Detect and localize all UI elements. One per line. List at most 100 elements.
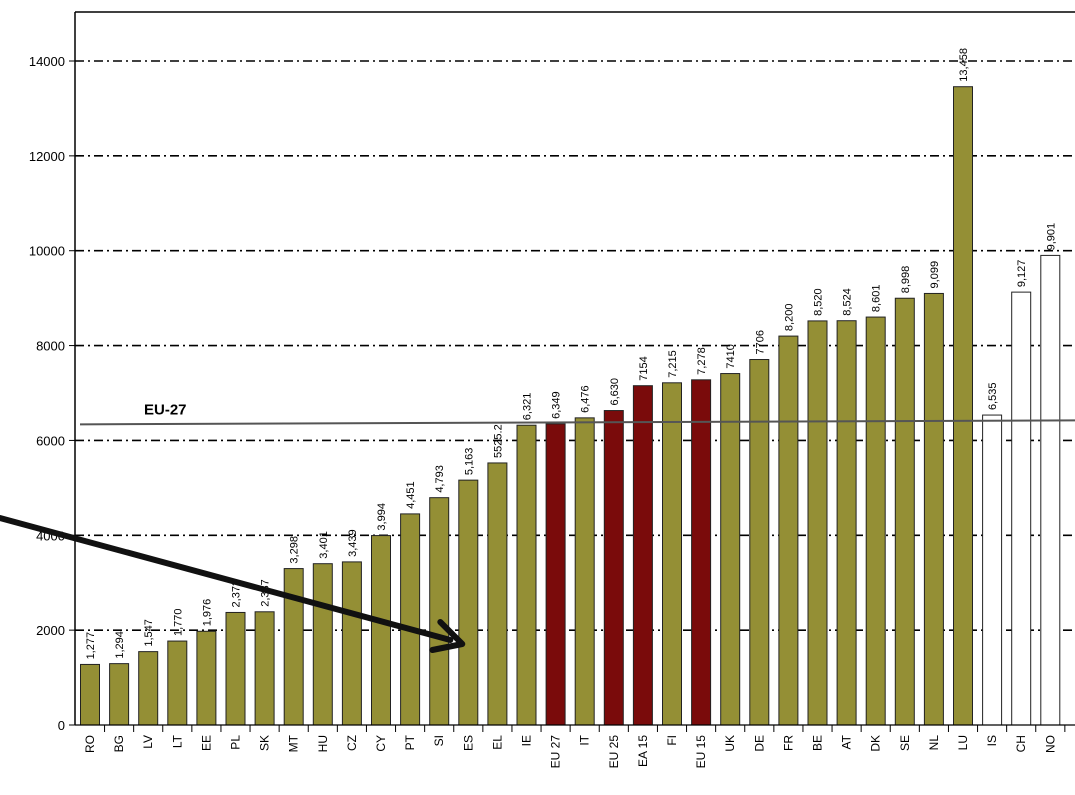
bar-it: [574, 417, 595, 726]
value-label: 8,524: [842, 288, 854, 316]
bar-pt: [400, 513, 421, 726]
category-label: CH: [1014, 735, 1028, 752]
bar-ea-15: [632, 385, 653, 726]
bar-si: [429, 497, 450, 726]
axes: [74, 11, 1075, 726]
category-label: NO: [1043, 735, 1057, 753]
bars: [80, 86, 1061, 726]
value-label: 8,200: [783, 304, 795, 332]
value-label: 7154: [638, 356, 650, 380]
category-label: SK: [258, 735, 272, 751]
value-label: 9,901: [1045, 223, 1057, 251]
bar-be: [807, 320, 828, 726]
value-label: 5,163: [463, 448, 475, 476]
y-tick-label: 6000: [36, 433, 65, 448]
annotation-arrow-head: [429, 619, 466, 653]
annotation-arrow: [0, 515, 454, 643]
category-label: BE: [811, 735, 825, 751]
bar-cz: [341, 561, 362, 726]
value-labels: 1,2771,2941,5471,7701,9762,3732,3873,298…: [85, 48, 1057, 659]
bar-uk: [720, 373, 741, 726]
category-label: IE: [520, 735, 534, 746]
value-label: 1,547: [143, 619, 155, 647]
y-tick-label: 14000: [29, 54, 65, 69]
bar-es: [458, 479, 479, 726]
bar-eu-25: [603, 410, 624, 726]
value-label: 7,215: [667, 350, 679, 378]
category-label: AT: [840, 734, 854, 749]
value-label: 1,294: [114, 631, 126, 659]
bar-lv: [138, 651, 159, 726]
bar-el: [487, 462, 508, 726]
category-label: DE: [752, 735, 766, 752]
value-label: 6,321: [522, 393, 534, 421]
annotation-arrow-group: [0, 515, 466, 653]
category-label: EU 25: [607, 735, 621, 769]
y-tick-label: 8000: [36, 339, 65, 354]
category-label: EU 15: [694, 735, 708, 769]
bar-sk: [254, 611, 275, 726]
value-label: 4,451: [405, 481, 417, 509]
bar-mt: [283, 568, 304, 726]
y-tick-label: 2000: [36, 623, 65, 638]
bar-nl: [923, 292, 944, 726]
category-label: IT: [578, 734, 592, 745]
y-tick-label: 10000: [29, 244, 65, 259]
value-label: 7,278: [696, 347, 708, 375]
value-label: 1,770: [172, 609, 184, 637]
y-tick-label: 0: [58, 718, 65, 733]
bar-dk: [865, 316, 886, 726]
category-label: DK: [869, 735, 883, 752]
category-label: PL: [229, 735, 243, 750]
value-label: 1,976: [201, 599, 213, 627]
category-label: EU 27: [549, 735, 563, 769]
value-label: 7410: [725, 344, 737, 368]
value-label: 8,998: [900, 266, 912, 294]
bar-pl: [225, 611, 246, 726]
value-label: 1,277: [85, 632, 97, 660]
value-label: 3,401: [318, 531, 330, 559]
bar-de: [749, 359, 770, 726]
category-label: SE: [898, 735, 912, 751]
value-label: 6,349: [551, 391, 563, 419]
value-label: 6,630: [609, 378, 621, 406]
category-label: LT: [170, 734, 184, 748]
bar-ro: [80, 663, 100, 726]
category-label: FI: [665, 735, 679, 746]
bar-lt: [167, 640, 188, 726]
bar-se: [894, 297, 915, 726]
value-label: 4,793: [434, 465, 446, 493]
category-label: LV: [141, 735, 155, 749]
bar-lu: [953, 86, 973, 726]
category-label: SI: [432, 735, 446, 746]
bar-fi: [662, 382, 682, 726]
reference-line-group: EU-27: [79, 401, 1075, 426]
bar-at: [836, 320, 857, 726]
bar-bg: [109, 663, 130, 726]
value-label: 9,127: [1016, 260, 1028, 288]
y-tick-label: 12000: [29, 149, 65, 164]
value-label: 3,439: [347, 529, 359, 557]
bar-eu-27: [545, 423, 566, 726]
category-label: EE: [199, 735, 213, 751]
value-label: 9,099: [929, 261, 941, 289]
category-label: NL: [927, 735, 941, 751]
value-label: 2,373: [231, 580, 243, 608]
reference-line: [79, 419, 1075, 426]
bar-ee: [196, 630, 217, 726]
value-label: 5525.2: [492, 424, 504, 458]
category-label: RO: [83, 735, 97, 753]
category-label: MT: [287, 734, 301, 752]
value-label: 8,601: [871, 285, 883, 313]
x-axis-categories: RO BG LV LT EE PL SK MT HU CZ CY PT SI ES EL IE EU 27 IT E…: [83, 725, 1066, 769]
category-label: EA 15: [636, 735, 650, 767]
reference-line-label: EU-27: [144, 401, 187, 418]
category-label: HU: [316, 735, 330, 752]
category-label: ES: [461, 735, 475, 751]
value-label: 13,458: [958, 48, 970, 82]
category-label: CZ: [345, 735, 359, 751]
value-label: 6,535: [987, 383, 999, 411]
category-label: CY: [374, 735, 388, 752]
